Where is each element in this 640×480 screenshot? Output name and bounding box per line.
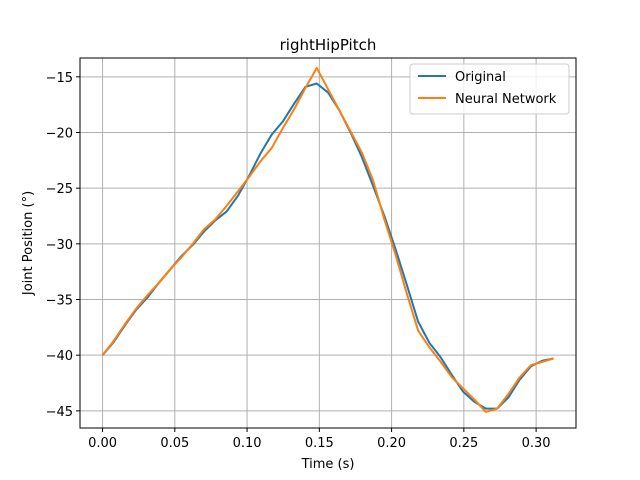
legend: Original Neural Network — [409, 63, 570, 115]
y-tick-label: −40 — [46, 349, 73, 364]
x-tick-label: 0.10 — [233, 436, 262, 451]
y-tick-label: −30 — [46, 238, 73, 253]
chart-title: rightHipPitch — [280, 36, 377, 54]
x-tick-label: 0.00 — [88, 436, 117, 451]
y-tick-label: −45 — [46, 405, 73, 420]
y-tick-label: −25 — [46, 182, 73, 197]
y-axis-label: Joint Position (°) — [21, 191, 36, 296]
grid — [80, 58, 576, 428]
legend-label-neural-network: Neural Network — [455, 92, 557, 107]
x-tick-label: 0.05 — [160, 436, 189, 451]
legend-label-original: Original — [455, 70, 506, 85]
x-axis-label: Time (s) — [301, 457, 355, 472]
x-tick-label: 0.30 — [522, 436, 551, 451]
plot-frame — [79, 57, 577, 429]
legend-box — [409, 63, 570, 115]
x-tick-label: 0.20 — [377, 436, 406, 451]
x-tick-label: 0.15 — [305, 436, 334, 451]
y-tick-label: −20 — [46, 126, 73, 141]
y-tick-label: −15 — [46, 71, 73, 86]
axis-ticks: 0.00 0.05 0.10 0.15 0.20 0.25 0.30 −15 −20 −25 −30… — [46, 71, 551, 451]
y-tick-label: −35 — [46, 294, 73, 309]
series-line-neural-network — [101, 66, 554, 413]
x-tick-label: 0.25 — [449, 436, 478, 451]
series-lines — [101, 66, 554, 413]
